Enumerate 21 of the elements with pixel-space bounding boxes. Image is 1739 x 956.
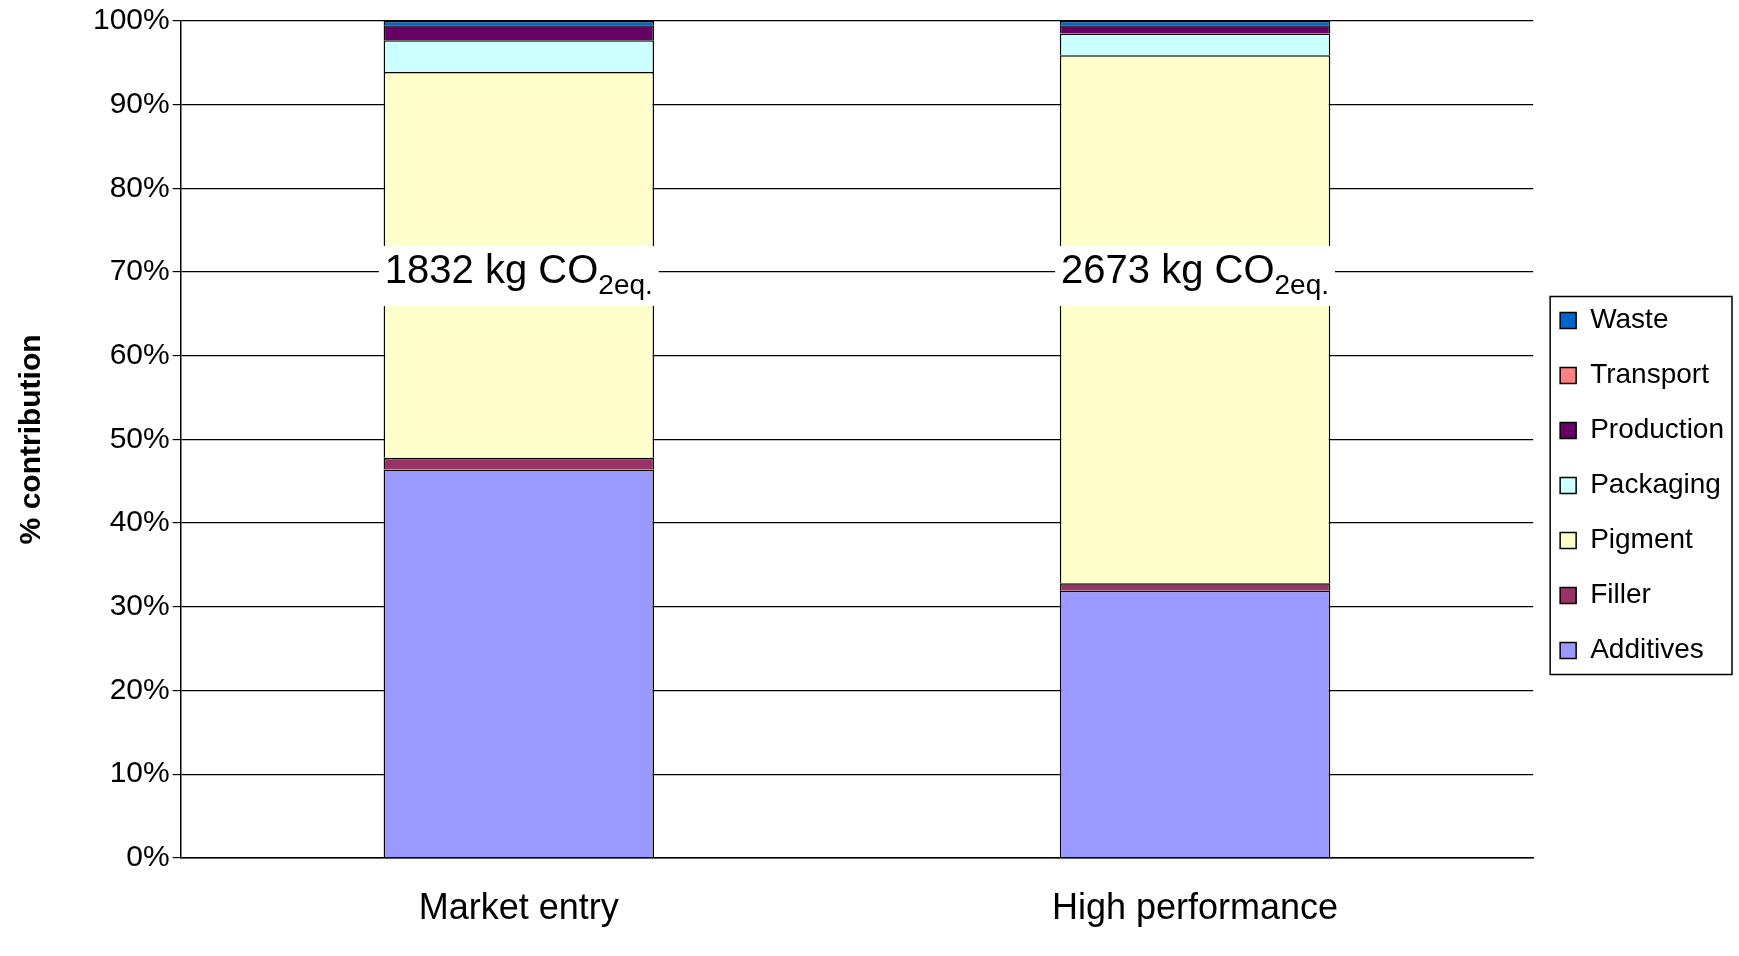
- y-tick-label: 70%: [109, 253, 170, 287]
- y-tick-label: 30%: [109, 588, 170, 622]
- y-tick-label: 40%: [109, 504, 170, 538]
- legend-label: Production: [1590, 413, 1725, 445]
- y-tick-label: 90%: [109, 85, 170, 119]
- y-tick-label: 100%: [92, 2, 170, 36]
- legend-label: Transport: [1590, 358, 1710, 390]
- y-tick-label: 10%: [109, 755, 170, 789]
- legend-label: Pigment: [1590, 523, 1694, 555]
- x-tick-label: High performance: [1051, 886, 1339, 928]
- legend-label: Filler: [1590, 578, 1651, 610]
- legend-label: Waste: [1590, 303, 1669, 335]
- y-tick-label: 50%: [109, 420, 170, 454]
- y-tick-label: 60%: [109, 336, 170, 370]
- y-tick-label: 0%: [126, 839, 170, 873]
- y-tick-label: 20%: [109, 671, 170, 705]
- y-tick-label: 80%: [109, 169, 170, 203]
- legend-label: Packaging: [1590, 468, 1721, 500]
- x-tick-label: Market entry: [418, 886, 619, 928]
- legend-label: Additives: [1590, 633, 1704, 665]
- y-axis-title: % contribution: [13, 334, 47, 545]
